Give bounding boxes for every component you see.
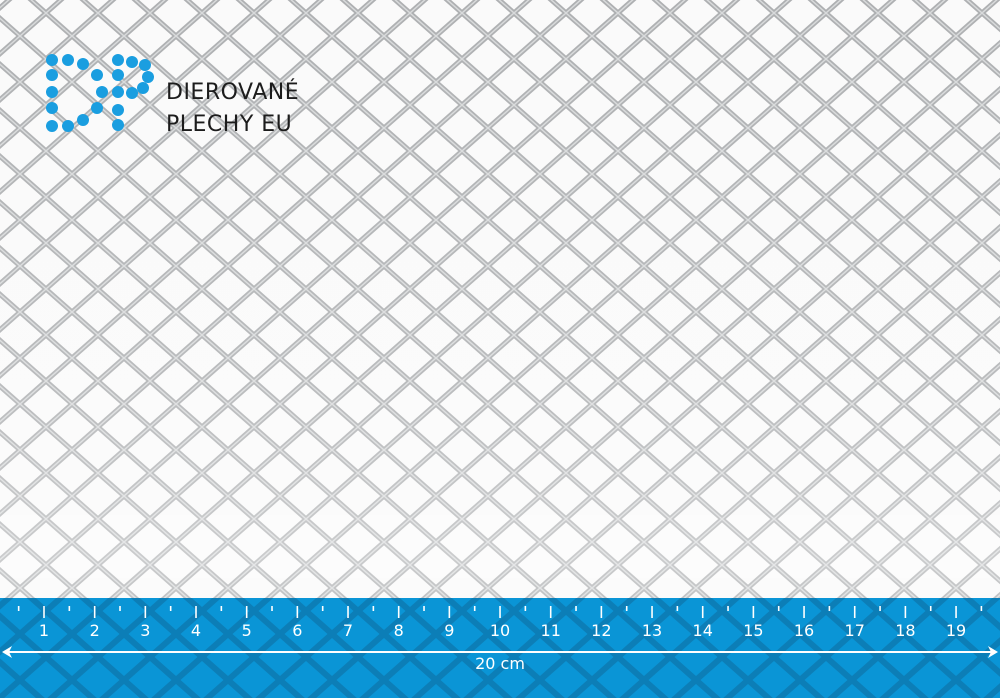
ruler-number: 18 (895, 621, 916, 640)
ruler-number: 9 (444, 621, 455, 640)
ruler-number: 15 (743, 621, 764, 640)
logo-dot (96, 86, 108, 98)
ruler-number: 19 (945, 621, 967, 640)
logo-dot (112, 119, 124, 131)
logo-dot (77, 114, 89, 126)
ruler-number: 4 (190, 621, 202, 640)
logo-dot (112, 54, 124, 66)
logo-mark (46, 54, 154, 132)
ruler-number: 10 (489, 621, 511, 640)
logo-dot (91, 69, 103, 81)
logo-dot (46, 54, 58, 66)
arrow-head-left (2, 646, 12, 658)
logo-dot (46, 69, 58, 81)
logo-dot (77, 58, 89, 70)
logo-dot (137, 82, 149, 94)
arrow-head-right (988, 646, 998, 658)
ruler-number: 13 (641, 621, 663, 640)
ruler-number: 14 (692, 621, 713, 640)
ruler-number: 3 (140, 621, 151, 640)
ruler-number: 5 (241, 621, 252, 640)
ruler-number: 16 (793, 621, 815, 640)
logo-dot (142, 71, 154, 83)
logo-dot (139, 59, 151, 71)
logo-dot (91, 102, 103, 114)
logo-dot (112, 104, 124, 116)
logo-dot (112, 86, 124, 98)
logo-dot (126, 87, 138, 99)
ruler-number: 12 (591, 621, 612, 640)
logo-dot (126, 56, 138, 68)
ruler-number: 6 (292, 621, 303, 640)
logo-text-line1: DIEROVANÉ (166, 80, 300, 105)
ruler-number: 1 (38, 621, 50, 640)
logo-text-line2: PLECHY EU (166, 112, 293, 137)
logo-dot (46, 86, 58, 98)
logo-dot (46, 120, 58, 132)
ruler-number: 2 (89, 621, 100, 640)
logo-dot (62, 120, 74, 132)
ruler-band (0, 598, 1000, 698)
logo-dot (112, 69, 124, 81)
logo-dot (62, 54, 74, 66)
logo-dot (46, 102, 58, 114)
ruler-number: 7 (342, 621, 354, 640)
length-label: 20 cm (475, 654, 525, 673)
ruler-number: 8 (393, 621, 404, 640)
ruler-number: 11 (540, 621, 561, 640)
ruler-number: 17 (844, 621, 865, 640)
ruler: 1 2 3 4 5 6 7 8 9 10 11 12 13 14 15 16 17 18 19 20 cm (0, 598, 1000, 698)
